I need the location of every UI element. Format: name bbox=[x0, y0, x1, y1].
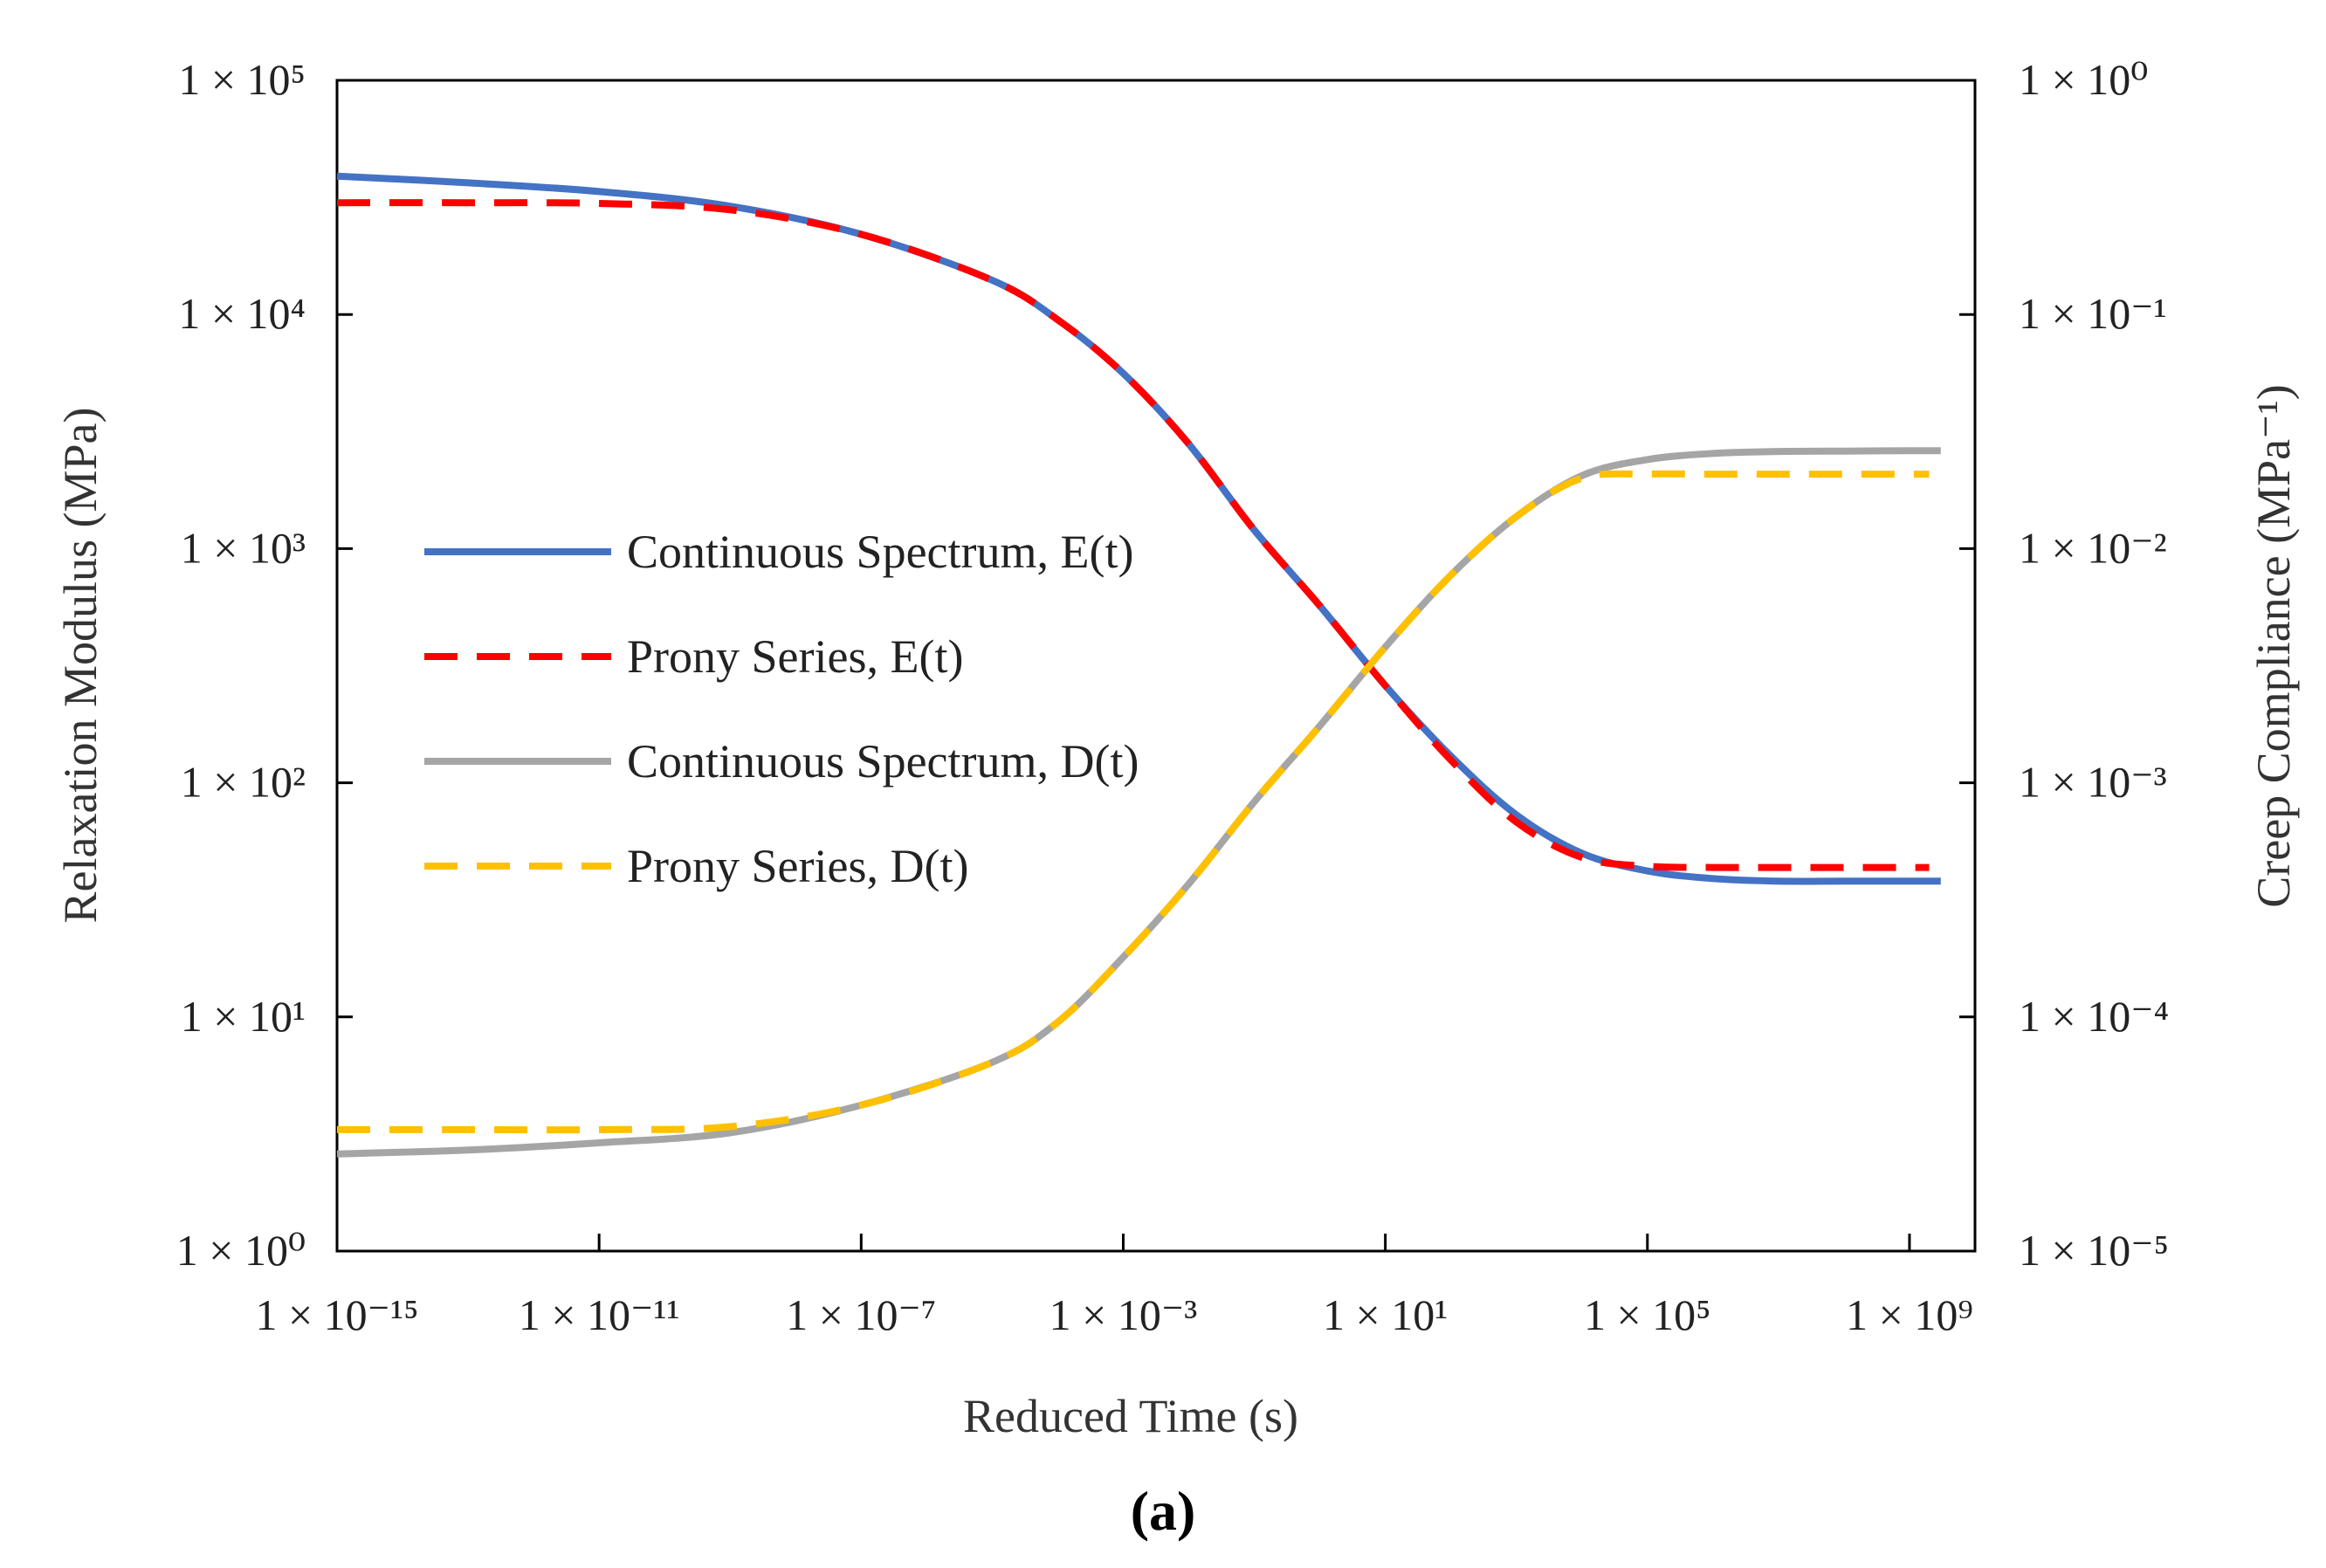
x-tick-label: 1 × 10⁹ bbox=[1846, 1290, 1973, 1339]
legend-item-continuous-e: Continuous Spectrum, E(t) bbox=[424, 526, 1133, 578]
legend-label: Prony Series, E(t) bbox=[627, 630, 963, 683]
x-tick-label: 1 × 10⁻¹¹ bbox=[519, 1290, 680, 1339]
y2-tick-label: 1 × 10⁰ bbox=[2019, 55, 2148, 104]
y2-tick-label: 1 × 10⁻³ bbox=[2019, 758, 2167, 807]
legend: Continuous Spectrum, E(t) Prony Series, E… bbox=[424, 526, 1139, 892]
legend-label: Continuous Spectrum, D(t) bbox=[627, 735, 1139, 787]
x-tick-label: 1 × 10⁵ bbox=[1584, 1290, 1711, 1339]
x-tick-label: 1 × 10⁻³ bbox=[1049, 1290, 1198, 1339]
y-tick-label: 1 × 10⁵ bbox=[178, 55, 306, 104]
y-tick-label: 1 × 10⁰ bbox=[176, 1226, 306, 1275]
figure-caption: (a) bbox=[1131, 1480, 1196, 1542]
y2-axis-title: Creep Compliance (MPa⁻¹) bbox=[2247, 384, 2300, 908]
y-tick-label: 1 × 10² bbox=[181, 758, 306, 807]
y2-tick-label: 1 × 10⁻⁴ bbox=[2019, 992, 2169, 1041]
y-axis-title: Relaxation Modulus (MPa) bbox=[54, 408, 107, 924]
continuous-d-line bbox=[336, 447, 1941, 1158]
legend-label: Prony Series, D(t) bbox=[627, 840, 968, 892]
y-tick-label: 1 × 10³ bbox=[181, 523, 306, 572]
x-tick-label: 1 × 10¹ bbox=[1323, 1290, 1448, 1339]
y2-tick-label: 1 × 10⁻¹ bbox=[2019, 289, 2167, 338]
x-tick-label: 1 × 10⁻¹⁵ bbox=[255, 1290, 418, 1339]
y-tick-label: 1 × 10⁴ bbox=[178, 289, 306, 338]
prony-d-line bbox=[336, 470, 1930, 1134]
y2-tick-label: 1 × 10⁻² bbox=[2019, 523, 2167, 572]
y-tick-label: 1 × 10¹ bbox=[181, 992, 306, 1041]
plot-area bbox=[335, 79, 1977, 1253]
legend-item-continuous-d: Continuous Spectrum, D(t) bbox=[424, 735, 1139, 787]
x-axis-title: Reduced Time (s) bbox=[963, 1390, 1298, 1442]
legend-item-prony-d: Prony Series, D(t) bbox=[424, 840, 968, 892]
continuous-e-line bbox=[336, 172, 1941, 885]
legend-item-prony-e: Prony Series, E(t) bbox=[424, 630, 963, 683]
y2-tick-label: 1 × 10⁻⁵ bbox=[2019, 1226, 2169, 1275]
legend-label: Continuous Spectrum, E(t) bbox=[627, 526, 1133, 578]
prony-e-line bbox=[336, 199, 1930, 871]
x-tick-label: 1 × 10⁻⁷ bbox=[786, 1290, 936, 1339]
